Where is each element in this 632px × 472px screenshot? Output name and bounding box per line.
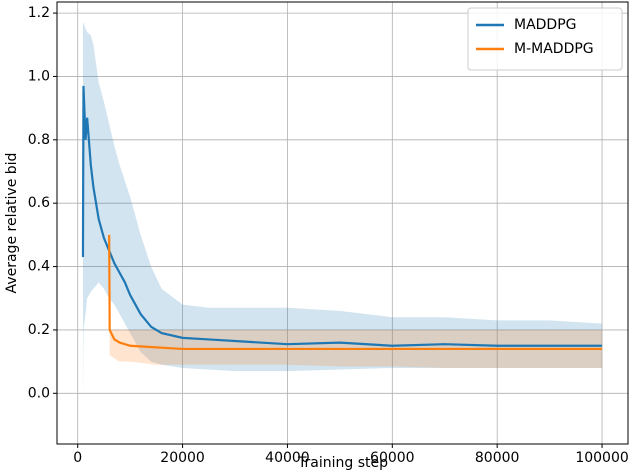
confidence-band [82,22,603,403]
legend-label: M-MADDPG [514,41,594,57]
legend-label: MADDPG [514,17,577,33]
y-tick-label: 0.2 [28,322,50,338]
plot-frame [56,1,629,445]
y-tick-label: 0.8 [28,132,50,148]
y-tick-label: 0.0 [28,385,50,401]
x-axis-label: Training step [297,455,388,471]
x-tick-label: 0 [73,450,82,466]
y-tick-label: 0.4 [28,259,50,275]
x-tick-label: 80000 [475,450,520,466]
y-axis-label: Average relative bid [4,153,20,294]
x-tick-label: 100000 [575,450,628,466]
y-tick-label: 0.6 [28,195,50,211]
x-tick-label: 40000 [265,450,310,466]
line [81,85,603,347]
line [108,234,603,351]
x-tick-label: 20000 [160,450,205,466]
confidence-band [109,234,603,368]
legend-box [467,7,623,71]
y-tick-label: 1.2 [28,5,50,21]
x-tick-label: 60000 [370,450,415,466]
y-tick-label: 1.0 [28,68,50,84]
